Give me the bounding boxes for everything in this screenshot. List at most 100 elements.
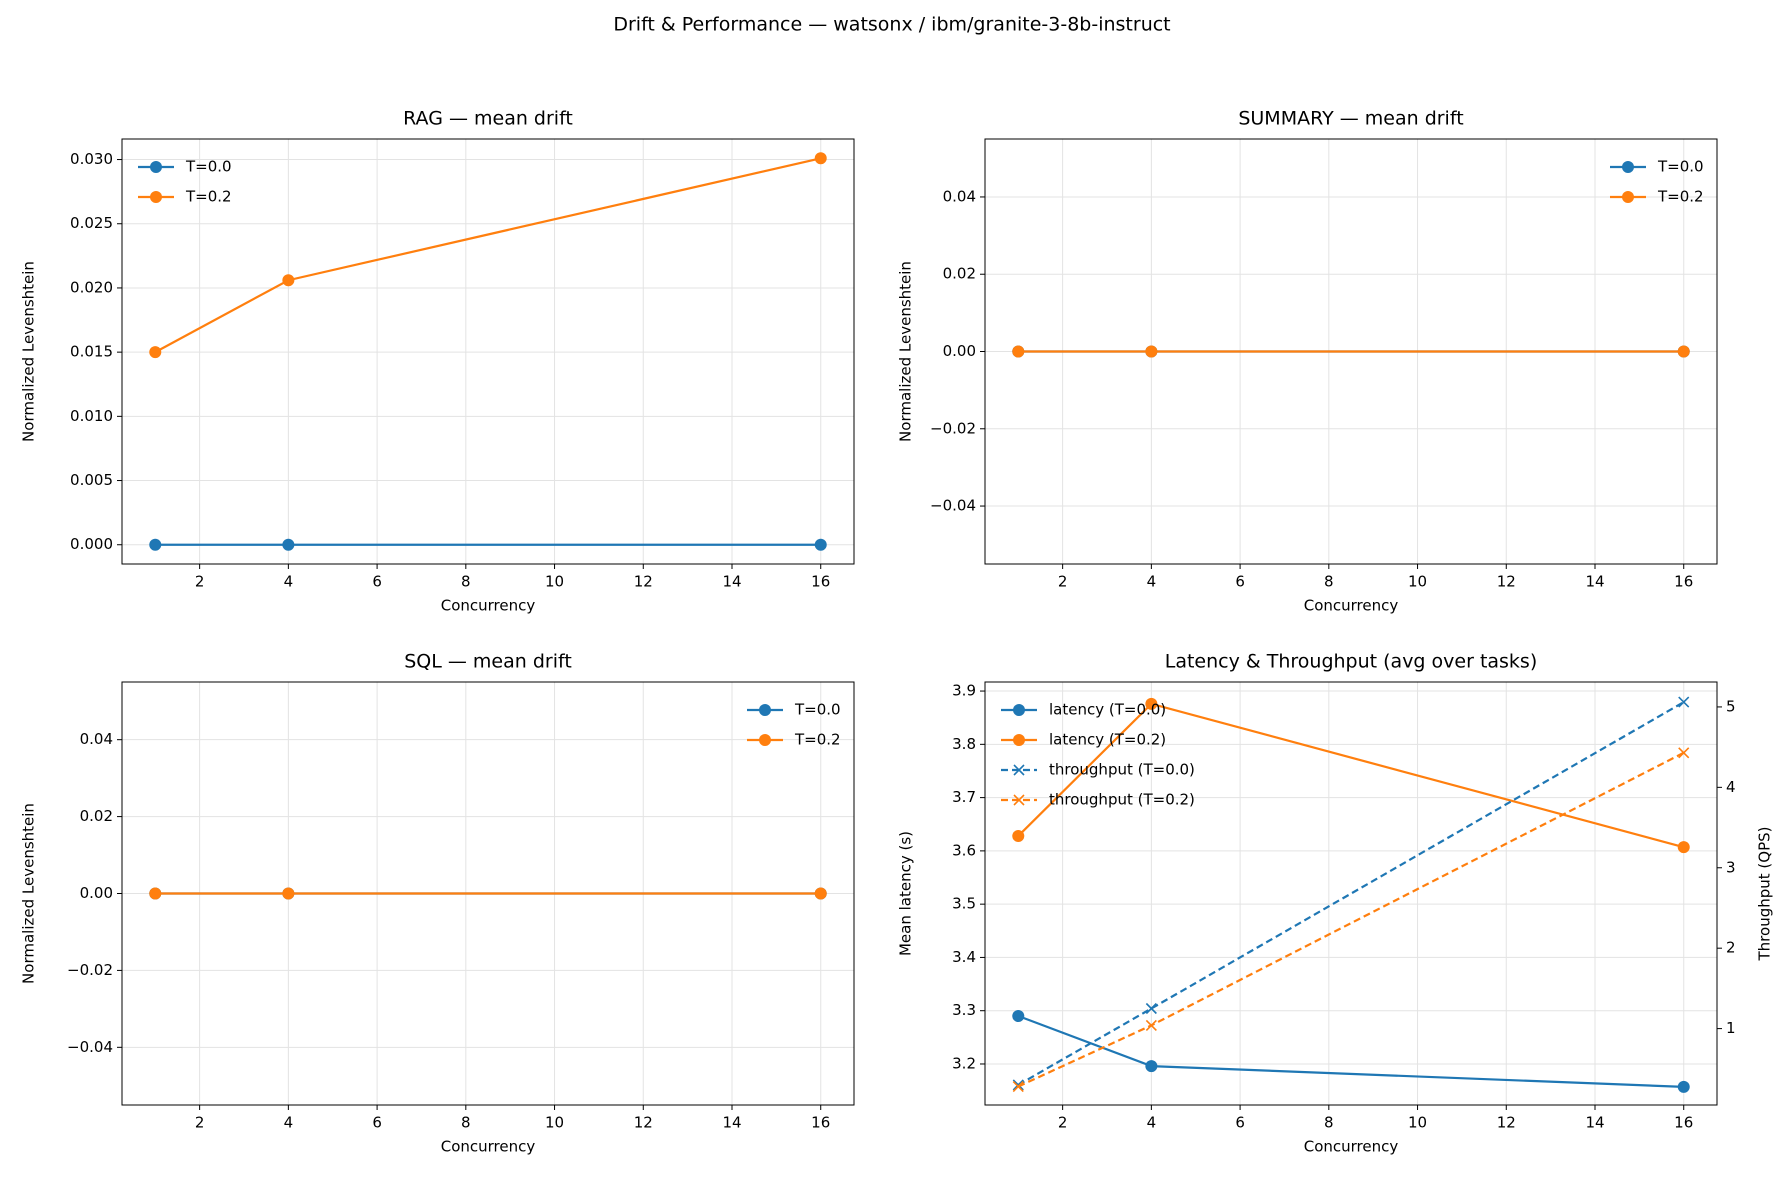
y-axis-label: Normalized Levenshtein <box>20 261 38 442</box>
x-axis-label: Concurrency <box>1304 597 1399 615</box>
y-tick-label: −0.02 <box>67 961 113 979</box>
legend-label: T=0.2 <box>185 188 232 206</box>
y-tick-label: 0.00 <box>943 342 976 360</box>
y2-axis-label: Throughput (QPS) <box>1756 827 1774 962</box>
legend-label: T=0.0 <box>185 158 232 176</box>
legend-marker <box>1622 191 1634 203</box>
marker <box>282 887 295 900</box>
subplot: 2 4 6 8 10 12 14 16 −0.04 −0.02 0.00 0.02 0.04 SQL — … <box>20 651 855 1156</box>
x-tick-label: 14 <box>1585 573 1604 591</box>
y-tick-label: 3.7 <box>952 788 976 806</box>
legend-marker <box>150 161 162 173</box>
marker <box>1145 1019 1157 1031</box>
x-tick-label: 2 <box>195 573 205 591</box>
y-tick-label: 0.020 <box>70 278 113 296</box>
y2-tick-label: 2 <box>1726 939 1736 957</box>
x-tick-label: 16 <box>1674 1114 1693 1132</box>
x-tick-label: 6 <box>1235 573 1245 591</box>
y-axis-label: Mean latency (s) <box>897 831 915 956</box>
y-tick-label: 0.030 <box>70 150 113 168</box>
subplot: 2 4 6 8 10 12 14 16 0.000 0.005 0.010 0.015 0.020 0.0… <box>20 108 855 615</box>
marker <box>1012 1080 1024 1093</box>
legend-marker <box>759 704 771 716</box>
y-tick-label: 0.000 <box>70 535 113 553</box>
marker <box>282 538 295 551</box>
marker <box>1677 841 1690 854</box>
y2-tick-label: 1 <box>1726 1019 1736 1037</box>
y-tick-label: 3.8 <box>952 735 976 753</box>
x-tick-label: 8 <box>461 573 471 591</box>
marker <box>814 152 827 165</box>
x-tick-label: 16 <box>811 573 830 591</box>
subplot-title: RAG — mean drift <box>403 108 573 130</box>
y-tick-label: 0.010 <box>70 407 113 425</box>
x-tick-label: 6 <box>372 573 382 591</box>
y2-tick-label: 4 <box>1726 778 1736 796</box>
x-tick-label: 4 <box>1147 1114 1157 1132</box>
y-axis-label: Normalized Levenshtein <box>20 803 38 984</box>
y-tick-label: 0.00 <box>80 884 113 902</box>
y-tick-label: 0.015 <box>70 343 113 361</box>
x-tick-label: 16 <box>811 1114 830 1132</box>
legend-marker <box>1622 161 1634 173</box>
y-tick-label: 0.04 <box>80 730 113 748</box>
marker <box>1145 1060 1158 1073</box>
x-tick-label: 16 <box>1674 573 1693 591</box>
marker <box>1012 1079 1024 1091</box>
y-tick-label: 0.02 <box>80 807 113 825</box>
y-tick-label: 0.02 <box>943 265 976 283</box>
subplot: 2 4 6 8 10 12 14 163.23.33.43.53.63.73.83.91234… <box>897 651 1774 1156</box>
x-tick-label: 10 <box>545 573 564 591</box>
marker <box>1677 1080 1690 1093</box>
axes-frame <box>121 681 855 1106</box>
x-tick-label: 10 <box>1408 573 1427 591</box>
x-tick-label: 8 <box>1324 573 1334 591</box>
legend-label: T=0.0 <box>1657 158 1704 176</box>
y-tick-label: 3.2 <box>952 1054 976 1072</box>
y2-tick-label: 5 <box>1726 697 1736 715</box>
x-tick-label: 2 <box>195 1114 205 1132</box>
axes-frame <box>984 681 1718 1106</box>
marker <box>1145 345 1158 358</box>
y-tick-label: 0.025 <box>70 214 113 232</box>
subplot-title: Latency & Throughput (avg over tasks) <box>1165 651 1538 673</box>
y-tick-label: 3.9 <box>952 682 976 700</box>
x-tick-label: 14 <box>1585 1114 1604 1132</box>
marker <box>149 346 162 359</box>
x-tick-label: 6 <box>372 1114 382 1132</box>
subplot-title: SQL — mean drift <box>404 651 572 673</box>
marker <box>1145 697 1158 710</box>
y-tick-label: 3.6 <box>952 841 976 859</box>
x-tick-label: 4 <box>1147 573 1157 591</box>
marker <box>1012 829 1025 842</box>
legend-label: latency (T=0.2) <box>1049 731 1166 749</box>
marker <box>1012 345 1025 358</box>
x-tick-label: 12 <box>1497 1114 1516 1132</box>
axes-frame <box>984 138 1718 565</box>
y-axis-label: Normalized Levenshtein <box>897 261 915 442</box>
x-tick-label: 12 <box>634 573 653 591</box>
x-tick-label: 10 <box>1408 1114 1427 1132</box>
y-tick-label: 3.4 <box>952 948 976 966</box>
marker <box>814 887 827 900</box>
legend-label: T=0.2 <box>794 731 841 749</box>
x-tick-label: 14 <box>722 573 741 591</box>
marker <box>1145 1002 1157 1015</box>
legend-marker <box>1013 794 1025 806</box>
legend-marker <box>1013 734 1025 746</box>
legend-label: throughput (T=0.0) <box>1049 761 1195 779</box>
marker <box>149 538 162 551</box>
marker <box>1678 696 1690 708</box>
marker <box>149 887 162 900</box>
x-axis-label: Concurrency <box>441 1138 536 1156</box>
legend-marker <box>150 191 162 203</box>
x-axis-label: Concurrency <box>441 597 536 615</box>
legend-label: T=0.2 <box>1657 188 1704 206</box>
subplot: 2 4 6 8 10 12 14 16 −0.04 −0.02 0.00 0.02 0.04 SUMMAR… <box>897 108 1718 615</box>
x-tick-label: 14 <box>722 1114 741 1132</box>
x-tick-label: 10 <box>545 1114 564 1132</box>
y2-tick-label: 3 <box>1726 858 1736 876</box>
y-tick-label: −0.02 <box>930 419 976 437</box>
